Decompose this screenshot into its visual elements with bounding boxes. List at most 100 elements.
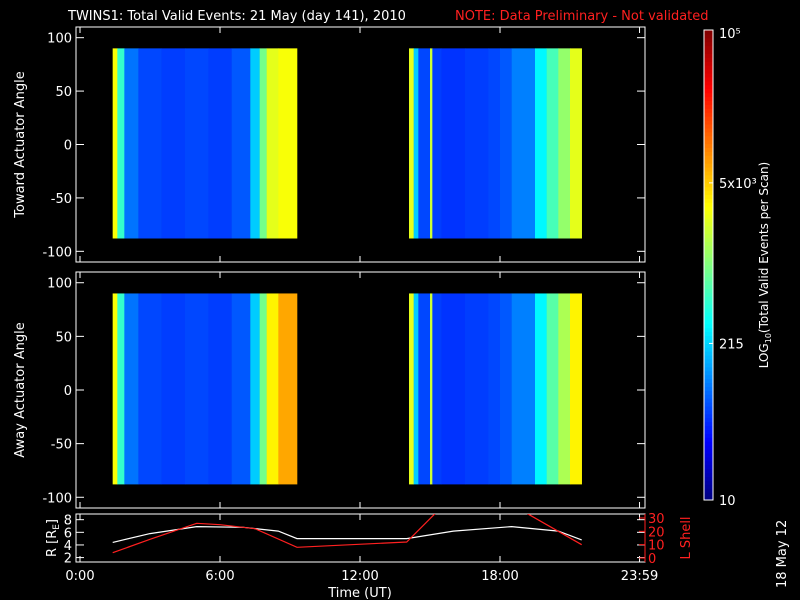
- colorbar-step: [704, 492, 713, 497]
- line-group: [112, 514, 582, 554]
- colorbar-step: [704, 382, 713, 387]
- heatmap-cell: [250, 293, 260, 485]
- colorbar-step: [704, 167, 713, 172]
- y-axis-label-part: E: [52, 524, 62, 530]
- colorbar-step: [704, 272, 713, 278]
- y-tick-label: 4: [64, 539, 72, 554]
- heatmap-cell: [465, 293, 489, 485]
- heatmap-cell: [546, 48, 559, 239]
- y-axis-label: Toward Actuator Angle: [13, 71, 28, 218]
- colorbar-step: [704, 49, 713, 54]
- colorbar-step: [704, 100, 713, 105]
- y-tick-label: 100: [47, 277, 72, 292]
- colorbar-step: [704, 218, 713, 223]
- colorbar-step: [704, 174, 713, 180]
- colorbar-step: [704, 186, 713, 192]
- colorbar-step: [704, 339, 713, 344]
- colorbar-step: [704, 476, 713, 481]
- heatmap-cell: [432, 293, 442, 485]
- y-tick-label: -100: [42, 245, 72, 260]
- heatmap-cell: [266, 293, 279, 485]
- colorbar-step: [704, 225, 713, 231]
- colorbar-step: [704, 280, 713, 286]
- colorbar-step: [704, 406, 713, 411]
- colorbar-step: [704, 472, 713, 477]
- colorbar-step: [704, 171, 713, 176]
- colorbar-step: [704, 460, 713, 466]
- colorbar-step: [704, 69, 713, 74]
- heatmap-cell: [418, 48, 431, 239]
- colorbar-step: [704, 327, 713, 333]
- heatmap-cell: [124, 48, 139, 239]
- heatmap-cell: [278, 293, 298, 485]
- colorbar-step: [704, 359, 713, 364]
- heatmap-cell: [500, 293, 512, 485]
- colorbar-step: [704, 421, 713, 427]
- y2-tick-label: 20: [648, 525, 665, 540]
- colorbar-step: [704, 308, 713, 313]
- y-tick-label: 0: [64, 139, 72, 154]
- colorbar-step: [704, 37, 713, 43]
- colorbar-step: [704, 445, 713, 450]
- colorbar-step: [704, 331, 713, 336]
- colorbar-step: [704, 229, 713, 235]
- colorbar-step: [704, 374, 713, 380]
- x-tick-label: 6:00: [205, 569, 234, 584]
- colorbar-step: [704, 151, 713, 156]
- y-tick-label: 100: [47, 32, 72, 47]
- colorbar-step: [704, 351, 713, 356]
- y-axis-label: Away Actuator Angle: [13, 322, 28, 457]
- colorbar-step: [704, 429, 713, 434]
- colorbar-step: [704, 45, 713, 51]
- colorbar-label: LOG10(Total Valid Events per Scan): [757, 162, 773, 369]
- colorbar-step: [704, 88, 713, 94]
- colorbar-step: [704, 417, 713, 423]
- colorbar-step: [704, 127, 713, 133]
- heatmap-cell: [413, 293, 419, 485]
- x-axis-label: Time (UT): [327, 586, 392, 600]
- colorbar-step: [704, 300, 713, 305]
- colorbar-step: [704, 57, 713, 62]
- heatmap-cell: [430, 293, 433, 485]
- colorbar-step: [704, 437, 713, 442]
- colorbar-step: [704, 131, 713, 137]
- heatmap-cell: [231, 293, 251, 485]
- colorbar-step: [704, 253, 713, 258]
- colorbar-step: [704, 335, 713, 340]
- x-tick-label: 12:00: [341, 569, 378, 584]
- heatmap-cell: [546, 293, 559, 485]
- colorbar-step: [704, 202, 713, 207]
- colorbar-step: [704, 104, 713, 109]
- heatmap-cell: [465, 48, 489, 239]
- colorbar-step: [704, 206, 713, 211]
- colorbar-step: [704, 496, 713, 501]
- chart-title: TWINS1: Total Valid Events: 21 May (day …: [67, 9, 406, 24]
- colorbar-step: [704, 155, 713, 160]
- heatmap-cell: [409, 48, 414, 239]
- heatmap-cell: [278, 48, 298, 239]
- y-axis-label: R [RE]: [45, 519, 62, 557]
- y-tick-label: 2: [64, 552, 72, 567]
- heatmap-cell: [535, 48, 547, 239]
- heatmap-cell: [161, 48, 186, 239]
- heatmap-cell: [535, 293, 547, 485]
- colorbar-step: [704, 261, 713, 266]
- colorbar-label-part: (Total Valid Events per Scan): [757, 162, 771, 333]
- colorbar-step: [704, 398, 713, 403]
- data-line: [112, 525, 582, 543]
- colorbar-step: [704, 53, 713, 58]
- colorbar-step: [704, 296, 713, 301]
- heatmap-cell: [430, 48, 433, 239]
- colorbar-step: [704, 241, 713, 246]
- colorbar-step: [704, 304, 713, 309]
- colorbar-step: [704, 362, 713, 368]
- colorbar-step: [704, 413, 713, 419]
- colorbar-step: [704, 480, 713, 485]
- colorbar-step: [704, 276, 713, 282]
- heatmap-cell: [500, 48, 512, 239]
- y-tick-label: 50: [55, 85, 72, 100]
- colorbar-step: [704, 488, 713, 493]
- y2-tick-label: 0: [648, 552, 656, 567]
- y-tick-label: 0: [64, 384, 72, 399]
- date-stamp: 18 May 12: [775, 520, 790, 588]
